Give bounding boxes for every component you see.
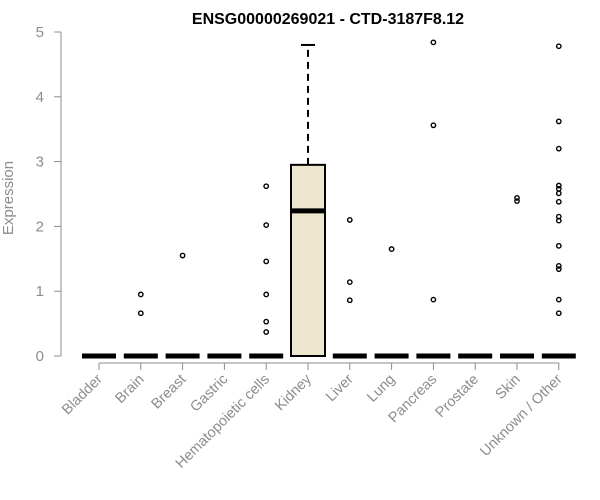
outlier-point (263, 329, 270, 335)
outlier-point (137, 291, 144, 298)
box-group (290, 43, 326, 357)
box-group (416, 39, 451, 359)
outlier-point (555, 190, 562, 197)
iqr-box (290, 163, 326, 357)
outlier-point (346, 217, 353, 223)
outlier-point (555, 242, 562, 249)
outlier-point (430, 296, 437, 303)
outlier-point (555, 263, 562, 269)
box-group (374, 246, 409, 359)
outlier-point (346, 297, 353, 304)
outlier-point (555, 118, 562, 125)
outlier-point (263, 318, 270, 325)
y-tick-label: 1 (36, 283, 44, 300)
outlier-point (346, 279, 353, 286)
outlier-point (555, 198, 562, 205)
chart-title: ENSG00000269021 - CTD-3187F8.12 (192, 11, 464, 28)
outlier-point (555, 185, 562, 192)
box-group (500, 194, 534, 359)
x-tick-label: Bladder (59, 371, 106, 418)
x-tick-label: Prostate (433, 372, 482, 421)
outlier-point (179, 252, 186, 259)
plot-area (82, 39, 576, 359)
outlier-point (430, 122, 437, 129)
x-tick-label: Brain (112, 372, 147, 407)
x-tick-label: Skin (493, 372, 524, 403)
x-tick-label: Lung (364, 372, 398, 406)
box-group (123, 291, 158, 359)
outlier-point (430, 39, 437, 46)
y-tick-label: 0 (36, 348, 44, 365)
box-group (165, 252, 200, 359)
y-tick-label: 4 (36, 89, 44, 106)
x-tick-label: Liver (323, 371, 357, 405)
box-group (249, 183, 284, 359)
y-tick-label: 2 (36, 218, 44, 235)
outlier-point (555, 266, 562, 273)
outlier-point (555, 213, 562, 220)
outlier-point (388, 246, 395, 252)
outlier-point (263, 222, 270, 229)
y-axis: 0 1 2 3 4 5 (36, 24, 62, 365)
x-tick-label: Breast (148, 372, 189, 413)
y-axis-label: Expression (0, 161, 17, 235)
box-group (541, 43, 576, 359)
outlier-point (555, 145, 562, 152)
outlier-point (263, 291, 270, 298)
outlier-point (555, 43, 562, 50)
outlier-point (555, 296, 562, 303)
outlier-point (263, 258, 270, 265)
y-tick-label: 5 (36, 24, 44, 41)
outlier-point (137, 310, 144, 317)
outlier-point (555, 182, 562, 189)
outlier-point (555, 310, 562, 317)
outlier-point (514, 194, 520, 201)
outlier-point (514, 198, 520, 205)
x-tick-label: Kidney (272, 371, 315, 414)
outlier-point (263, 183, 270, 190)
box-group (332, 217, 367, 359)
y-tick-label: 3 (36, 154, 44, 171)
